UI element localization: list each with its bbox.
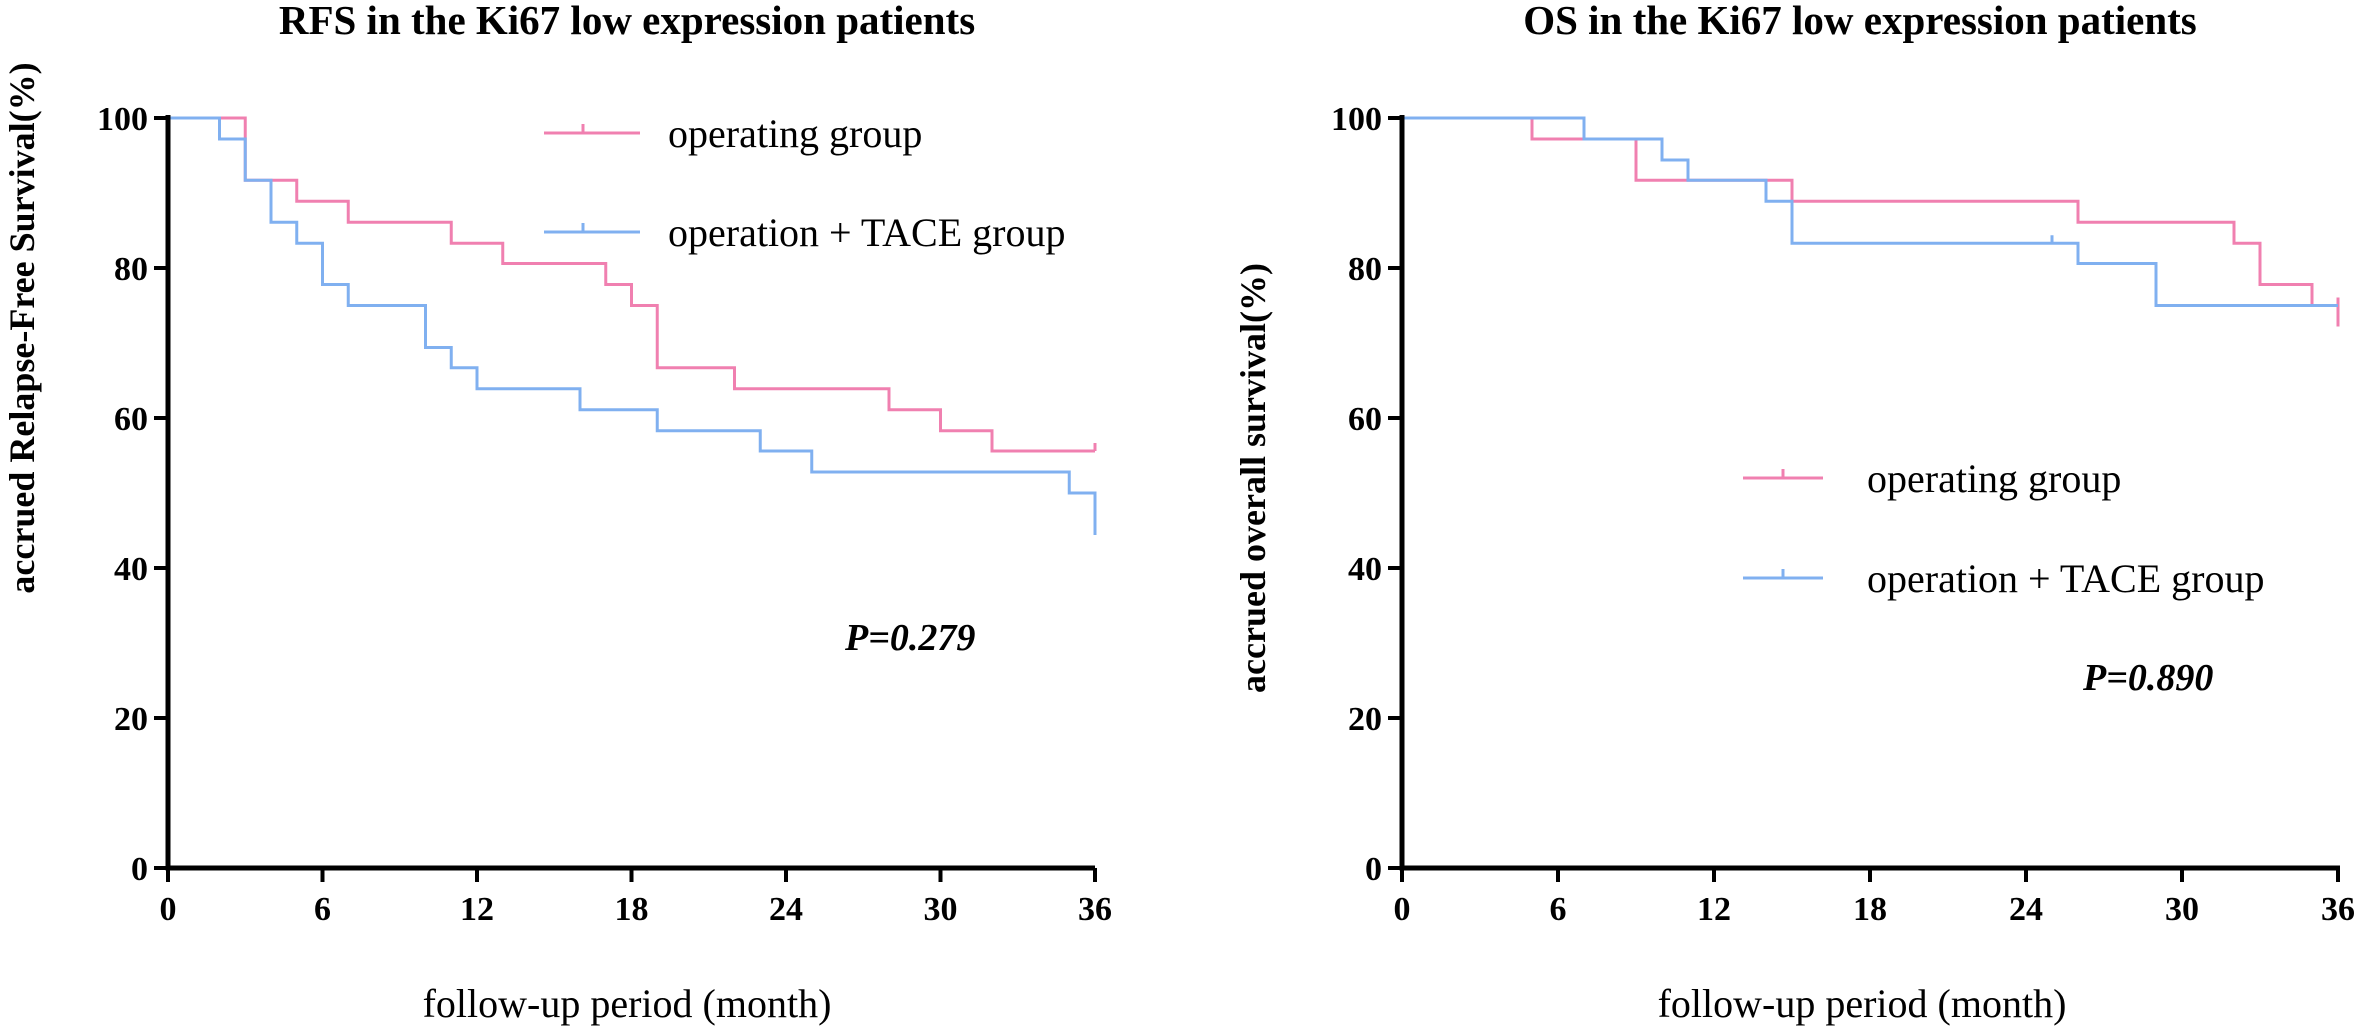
x-tick-label: 18 <box>1853 891 1887 928</box>
os-axes <box>1399 115 2340 871</box>
series-line-operation-tace-group <box>1402 116 2338 307</box>
y-tick-label: 80 <box>114 251 148 288</box>
y-tick-label: 80 <box>1348 251 1382 288</box>
y-tick-label: 100 <box>97 101 148 138</box>
series-line-operating-group <box>1402 116 2340 327</box>
os-x-axis-label: follow-up period (month) <box>1658 981 2067 1026</box>
series-line-operation-tace-group <box>168 116 1097 535</box>
y-tick-label: 0 <box>1365 851 1382 888</box>
os-chart-title: OS in the Ki67 low expression patients <box>1523 0 2197 43</box>
x-tick-label: 30 <box>2165 891 2199 928</box>
x-tick-label: 36 <box>1078 891 1112 928</box>
x-tick-label: 0 <box>160 891 177 928</box>
y-tick-label: 60 <box>114 401 148 438</box>
os-series-group <box>1402 116 2340 327</box>
legend-item-operation-tace-group: operation + TACE group <box>1743 556 2264 601</box>
x-tick-label: 6 <box>1550 891 1567 928</box>
rfs-axis-ticks: 0 6 12 18 24 30 36 0 20 40 60 80 100 <box>97 101 1112 928</box>
y-tick-label: 60 <box>1348 401 1382 438</box>
y-tick-label: 40 <box>114 551 148 588</box>
rfs-p-value: P=0.279 <box>844 617 975 659</box>
x-tick-label: 36 <box>2321 891 2355 928</box>
rfs-series-group <box>168 116 1097 535</box>
os-legend: operating group operation + TACE group <box>1743 456 2264 601</box>
os-p-value: P=0.890 <box>2082 657 2213 699</box>
rfs-chart-title: RFS in the Ki67 low expression patients <box>279 0 975 43</box>
x-tick-label: 12 <box>460 891 494 928</box>
x-tick-label: 24 <box>769 891 803 928</box>
legend-label-operating-group: operating group <box>1867 456 2121 501</box>
legend-label-operation-tace-group: operation + TACE group <box>1867 556 2264 601</box>
y-tick-label: 20 <box>1348 701 1382 738</box>
x-tick-label: 0 <box>1394 891 1411 928</box>
rfs-axes <box>165 115 1095 871</box>
legend-item-operation-tace-group: operation + TACE group <box>544 210 1065 255</box>
x-tick-label: 12 <box>1697 891 1731 928</box>
rfs-y-axis-label: accrued Relapse-Free Survival(%) <box>2 62 42 593</box>
x-tick-label: 18 <box>615 891 649 928</box>
series-line-operating-group <box>168 116 1095 453</box>
legend-item-operating-group: operating group <box>544 111 922 156</box>
rfs-x-axis-label: follow-up period (month) <box>423 981 832 1026</box>
x-tick-label: 6 <box>314 891 331 928</box>
rfs-chart: RFS in the Ki67 low expression patients … <box>2 0 1112 1026</box>
rfs-legend: operating group operation + TACE group <box>544 111 1065 255</box>
x-tick-label: 24 <box>2009 891 2043 928</box>
y-tick-label: 40 <box>1348 551 1382 588</box>
legend-label-operating-group: operating group <box>668 111 922 156</box>
y-tick-label: 20 <box>114 701 148 738</box>
os-chart: OS in the Ki67 low expression patients a… <box>1233 0 2355 1026</box>
y-tick-label: 100 <box>1331 101 1382 138</box>
os-y-axis-label: accrued overall survival(%) <box>1233 263 1273 693</box>
x-tick-label: 30 <box>924 891 958 928</box>
legend-item-operating-group: operating group <box>1743 456 2121 501</box>
y-tick-label: 0 <box>131 851 148 888</box>
os-axis-ticks: 0 6 12 18 24 30 36 0 20 40 60 80 100 <box>1331 101 2355 928</box>
legend-label-operation-tace-group: operation + TACE group <box>668 210 1065 255</box>
